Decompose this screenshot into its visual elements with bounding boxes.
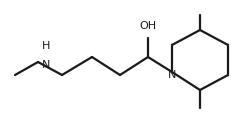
Text: N: N: [42, 60, 50, 70]
Text: OH: OH: [139, 21, 157, 31]
Text: H: H: [42, 41, 50, 51]
Text: N: N: [168, 70, 176, 80]
